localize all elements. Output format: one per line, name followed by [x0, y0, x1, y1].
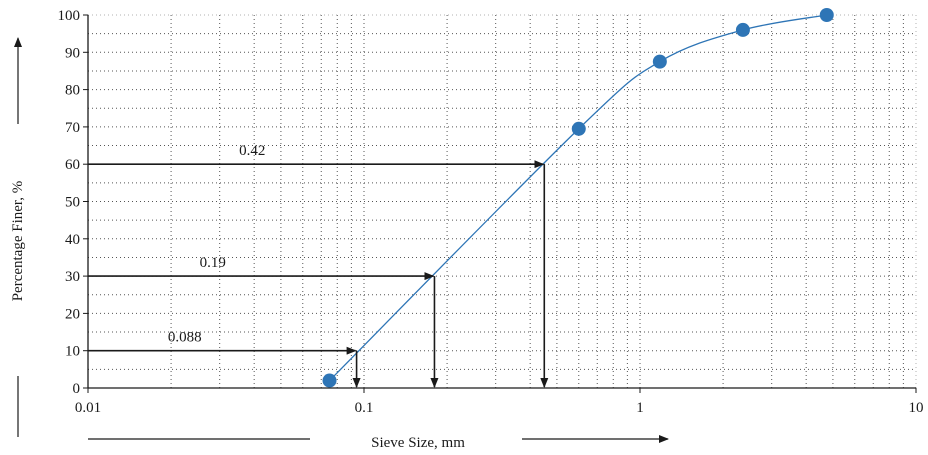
x-tick-label: 0.01: [75, 400, 101, 416]
y-axis-label: Percentage Finer, %: [10, 181, 26, 302]
x-tick-label: 0.1: [355, 400, 374, 416]
y-tick-label: 100: [58, 8, 81, 24]
annotation-label: 0.088: [168, 330, 202, 346]
y-tick-label: 30: [65, 269, 80, 285]
y-tick-label: 40: [65, 232, 80, 248]
data-points: [322, 8, 834, 388]
x-tick-label: 1: [636, 400, 644, 416]
y-tick-label: 80: [65, 83, 80, 99]
data-point: [571, 121, 586, 136]
y-tick-label: 20: [65, 306, 80, 322]
y-tick-label: 60: [65, 157, 80, 173]
y-tick-label: 0: [73, 381, 81, 397]
y-tick-label: 50: [65, 195, 80, 211]
tick-labels: 0 10 20 30 40 50 60 70 80 90 100 0.01 0.1 1 10: [58, 8, 924, 416]
grid-lines: [88, 15, 916, 388]
data-point: [819, 8, 834, 22]
y-tick-label: 90: [65, 45, 80, 61]
data-point: [735, 22, 750, 37]
x-tick-label: 10: [909, 400, 924, 416]
y-tick-label: 10: [65, 344, 80, 360]
y-tick-label: 70: [65, 120, 80, 136]
annotations: 0.088 0.19 0.42: [88, 143, 549, 388]
gradation-curve: [329, 14, 827, 381]
x-axis-label: Sieve Size, mm: [371, 435, 465, 451]
annotation-label: 0.42: [239, 143, 265, 159]
annotation-label: 0.19: [200, 255, 226, 271]
gradation-curve-line: [329, 14, 827, 381]
data-point: [652, 54, 667, 69]
data-point: [322, 373, 337, 388]
